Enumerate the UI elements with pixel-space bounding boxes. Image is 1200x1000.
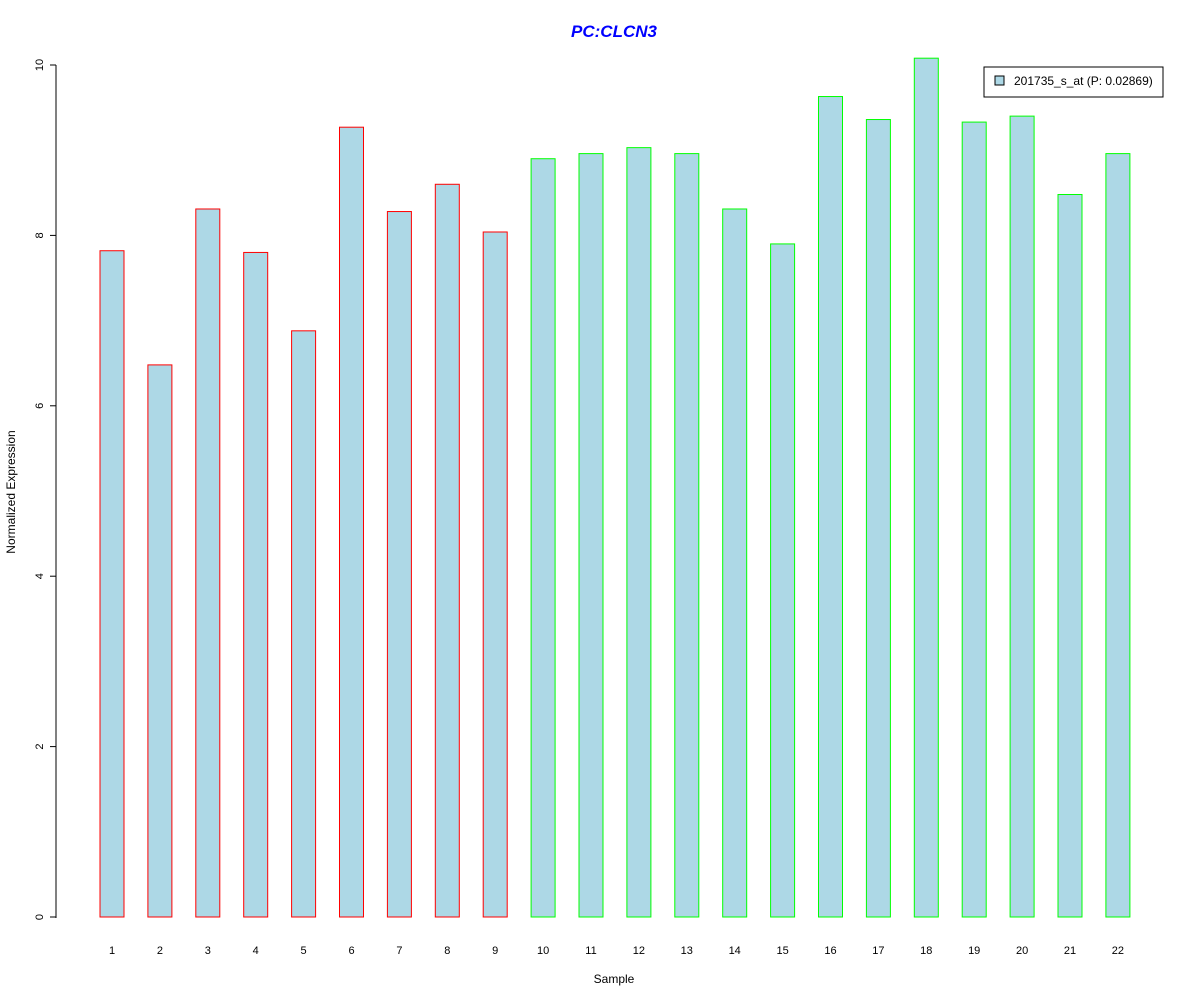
x-tick-label: 7	[396, 945, 402, 957]
x-axis-ticks: 1 2 3 4 5 6 7 8 9 10 11 12 13 14 15 16 17 18 19 20 21 22	[109, 945, 1124, 957]
x-axis-label: Sample	[594, 972, 635, 986]
bar-sample-15	[770, 243, 796, 918]
bar-sample-19	[961, 121, 987, 918]
x-tick-label: 1	[109, 945, 115, 957]
y-tick-label: 8	[34, 232, 46, 238]
x-tick-label: 20	[1016, 945, 1028, 957]
x-tick-label: 3	[205, 945, 211, 957]
bar-sample-1	[99, 250, 125, 918]
x-tick-label: 2	[157, 945, 163, 957]
bar-sample-18	[913, 57, 939, 918]
y-tick-label: 6	[34, 403, 46, 409]
x-tick-label: 22	[1112, 945, 1124, 957]
x-tick-label: 12	[633, 945, 645, 957]
bars-group	[99, 57, 1131, 918]
bar-sample-9	[482, 231, 508, 918]
y-axis-ticks: 0 2 4 6 8 10	[34, 59, 56, 920]
y-tick-label: 10	[34, 59, 46, 71]
bar-sample-14	[722, 208, 748, 918]
bar-sample-11	[578, 153, 604, 918]
bar-sample-6	[339, 126, 364, 918]
legend-swatch	[994, 75, 1005, 86]
bar-sample-10	[530, 158, 556, 918]
x-tick-label: 21	[1064, 945, 1076, 957]
x-tick-label: 5	[301, 945, 307, 957]
x-tick-label: 11	[585, 945, 596, 957]
bar-sample-16	[818, 96, 843, 918]
x-tick-label: 9	[492, 945, 498, 957]
bar-sample-12	[626, 147, 652, 918]
legend-label: 201735_s_at (P: 0.02869)	[1014, 74, 1153, 88]
bar-sample-13	[674, 153, 700, 918]
x-tick-label: 4	[253, 945, 259, 957]
bar-sample-5	[291, 330, 317, 918]
bar-sample-8	[434, 183, 460, 918]
x-tick-label: 17	[872, 945, 884, 957]
legend: 201735_s_at (P: 0.02869)	[983, 66, 1164, 98]
x-tick-label: 16	[824, 945, 836, 957]
x-tick-label: 15	[776, 945, 788, 957]
bar-sample-3	[195, 208, 221, 918]
x-tick-label: 14	[729, 945, 741, 957]
x-tick-label: 13	[681, 945, 693, 957]
bar-sample-2	[147, 364, 173, 918]
bar-sample-17	[865, 119, 891, 918]
x-tick-label: 10	[537, 945, 549, 957]
y-tick-label: 0	[34, 914, 46, 920]
y-tick-label: 2	[34, 744, 46, 750]
y-tick-label: 4	[34, 573, 46, 579]
chart-title: PC:CLCN3	[571, 22, 657, 41]
bar-sample-20	[1009, 115, 1035, 918]
bar-sample-7	[386, 211, 412, 918]
bar-sample-21	[1057, 194, 1083, 918]
x-tick-label: 8	[444, 945, 450, 957]
y-axis-label: Normalized Expression	[4, 430, 18, 553]
bar-sample-22	[1105, 153, 1131, 918]
x-tick-label: 6	[348, 945, 354, 957]
x-tick-label: 19	[968, 945, 980, 957]
bar-sample-4	[243, 251, 269, 918]
x-tick-label: 18	[920, 945, 932, 957]
legend-box	[983, 66, 1164, 98]
